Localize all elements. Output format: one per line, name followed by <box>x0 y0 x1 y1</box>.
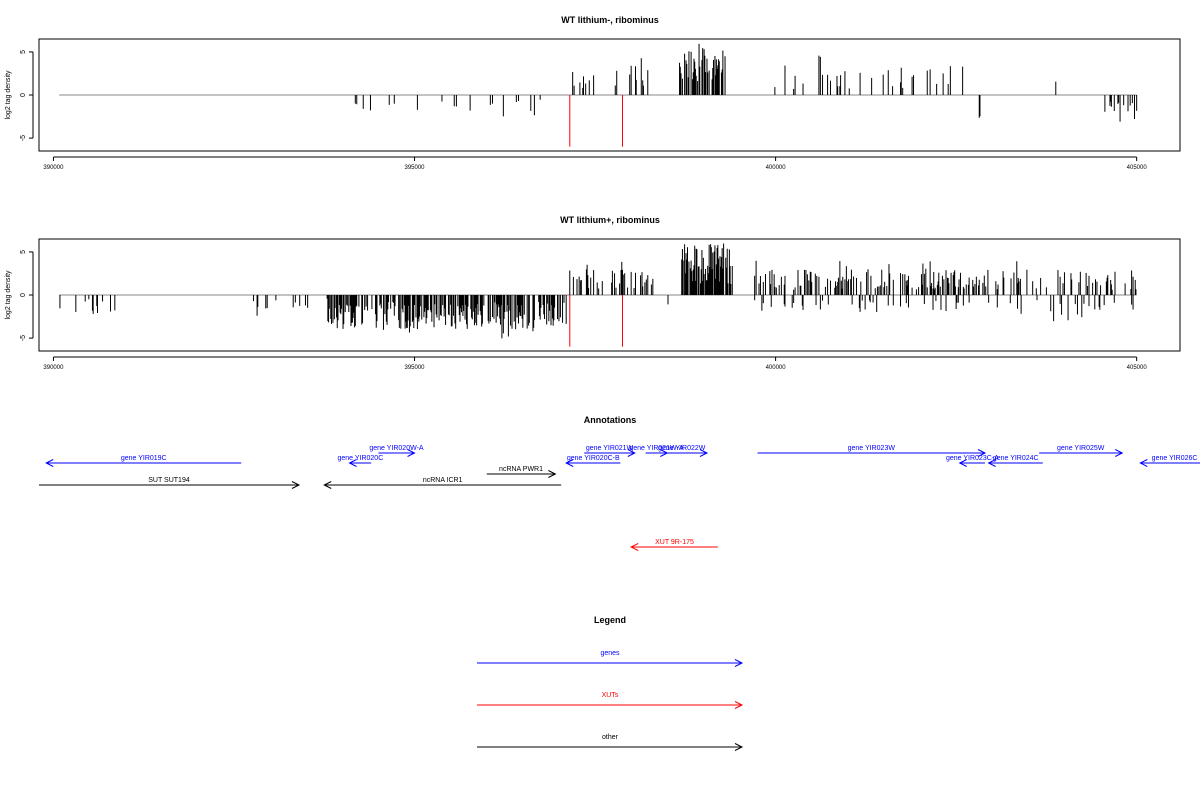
x-tick-label: 405000 <box>1127 165 1148 171</box>
annotations-title: Annotations <box>584 415 637 425</box>
feature-label: gene YIR021W-A <box>629 445 684 452</box>
x-tick-label: 395000 <box>405 165 426 171</box>
feature-arrow: gene YIR023C-A <box>946 455 999 467</box>
feature-arrow: gene YIR022W <box>656 445 709 457</box>
y-axis-label: log2 tag density <box>5 70 12 120</box>
feature-arrow: SUT SUT194 <box>39 477 301 489</box>
feature-label: gene YIR019C <box>121 455 167 462</box>
feature-label: gene YIR020C <box>337 455 383 462</box>
feature-label: gene YIR025W <box>1057 445 1105 452</box>
x-tick-label: 400000 <box>766 365 787 371</box>
bars-group <box>59 43 1138 147</box>
x-tick-label: 395000 <box>405 365 426 371</box>
feature-label: XUT 9R-175 <box>655 539 694 546</box>
feature-label: gene YIR023C-A <box>946 455 999 462</box>
feature-arrow: gene YIR025W <box>1039 445 1124 457</box>
feature-arrow: gene YIR023W <box>757 445 987 457</box>
y-tick-label: -5 <box>20 135 27 141</box>
x-tick-label: 390000 <box>43 365 64 371</box>
axes-group: 390000 395000 400000 405000 5 0 -5 <box>20 50 1147 171</box>
feature-label: gene YIR020W-A <box>369 445 424 452</box>
feature-label: ncRNA ICR1 <box>423 477 463 484</box>
feature-arrow: XUT 9R-175 <box>630 539 718 551</box>
feature-arrow: ncRNA PWR1 <box>486 466 557 478</box>
feature-label: gene YIR020C-B <box>567 455 620 462</box>
legend-title: Legend <box>594 615 626 625</box>
feature-arrow: gene YIR026C <box>1139 455 1200 467</box>
y-tick-label: 0 <box>20 93 27 97</box>
feature-arrow: gene YIR024C <box>987 455 1043 467</box>
feature-label: gene YIR022W <box>658 445 706 452</box>
y-axis-label: log2 tag density <box>5 270 12 320</box>
panel-title: WT lithium+, ribominus <box>560 215 660 225</box>
plot-frame <box>38 238 1181 352</box>
feature-arrow: gene YIR020W-A <box>369 445 424 457</box>
legend-item: genes <box>477 650 744 667</box>
track-panel-lithium-minus: WT lithium-, ribominus log2 tag density … <box>5 15 1181 171</box>
track-panel-lithium-plus: WT lithium+, ribominus log2 tag density … <box>5 215 1181 371</box>
legend-item: XUTs <box>477 692 744 709</box>
feature-label: gene YIR021W <box>586 445 634 452</box>
y-tick-label: -5 <box>20 335 27 341</box>
feature-arrow: ncRNA ICR1 <box>323 477 562 489</box>
x-tick-label: 390000 <box>43 165 64 171</box>
legend-items: genes XUTs other <box>477 650 744 751</box>
axes-group: 390000 395000 400000 405000 5 0 -5 <box>20 250 1147 371</box>
panel-title: WT lithium-, ribominus <box>561 15 659 25</box>
feature-arrow: gene YIR021W <box>584 445 636 457</box>
feature-layer: gene YIR019C SUT SUT194 gene YIR020W-A gene… <box>39 445 1200 551</box>
legend: Legend genes XUTs other <box>477 615 744 751</box>
plot-frame <box>38 38 1181 152</box>
legend-item-label: XUTs <box>602 692 619 699</box>
feature-label: SUT SUT194 <box>148 477 190 484</box>
legend-item-label: genes <box>600 650 620 657</box>
feature-label: ncRNA PWR1 <box>499 466 543 473</box>
y-tick-label: 0 <box>20 293 27 297</box>
x-tick-label: 405000 <box>1127 365 1148 371</box>
x-tick-label: 400000 <box>766 165 787 171</box>
feature-label: gene YIR026C <box>1152 455 1198 462</box>
feature-arrow: gene YIR020C-B <box>565 455 621 467</box>
legend-item: other <box>477 734 744 751</box>
feature-arrow: gene YIR020C <box>337 455 383 467</box>
y-tick-label: 5 <box>20 250 27 254</box>
feature-label: gene YIR023W <box>848 445 896 452</box>
bars-group <box>59 243 1137 347</box>
feature-label: gene YIR024C <box>993 455 1039 462</box>
y-tick-label: 5 <box>20 50 27 54</box>
legend-item-label: other <box>602 734 619 741</box>
feature-arrow: gene YIR019C <box>45 455 242 467</box>
